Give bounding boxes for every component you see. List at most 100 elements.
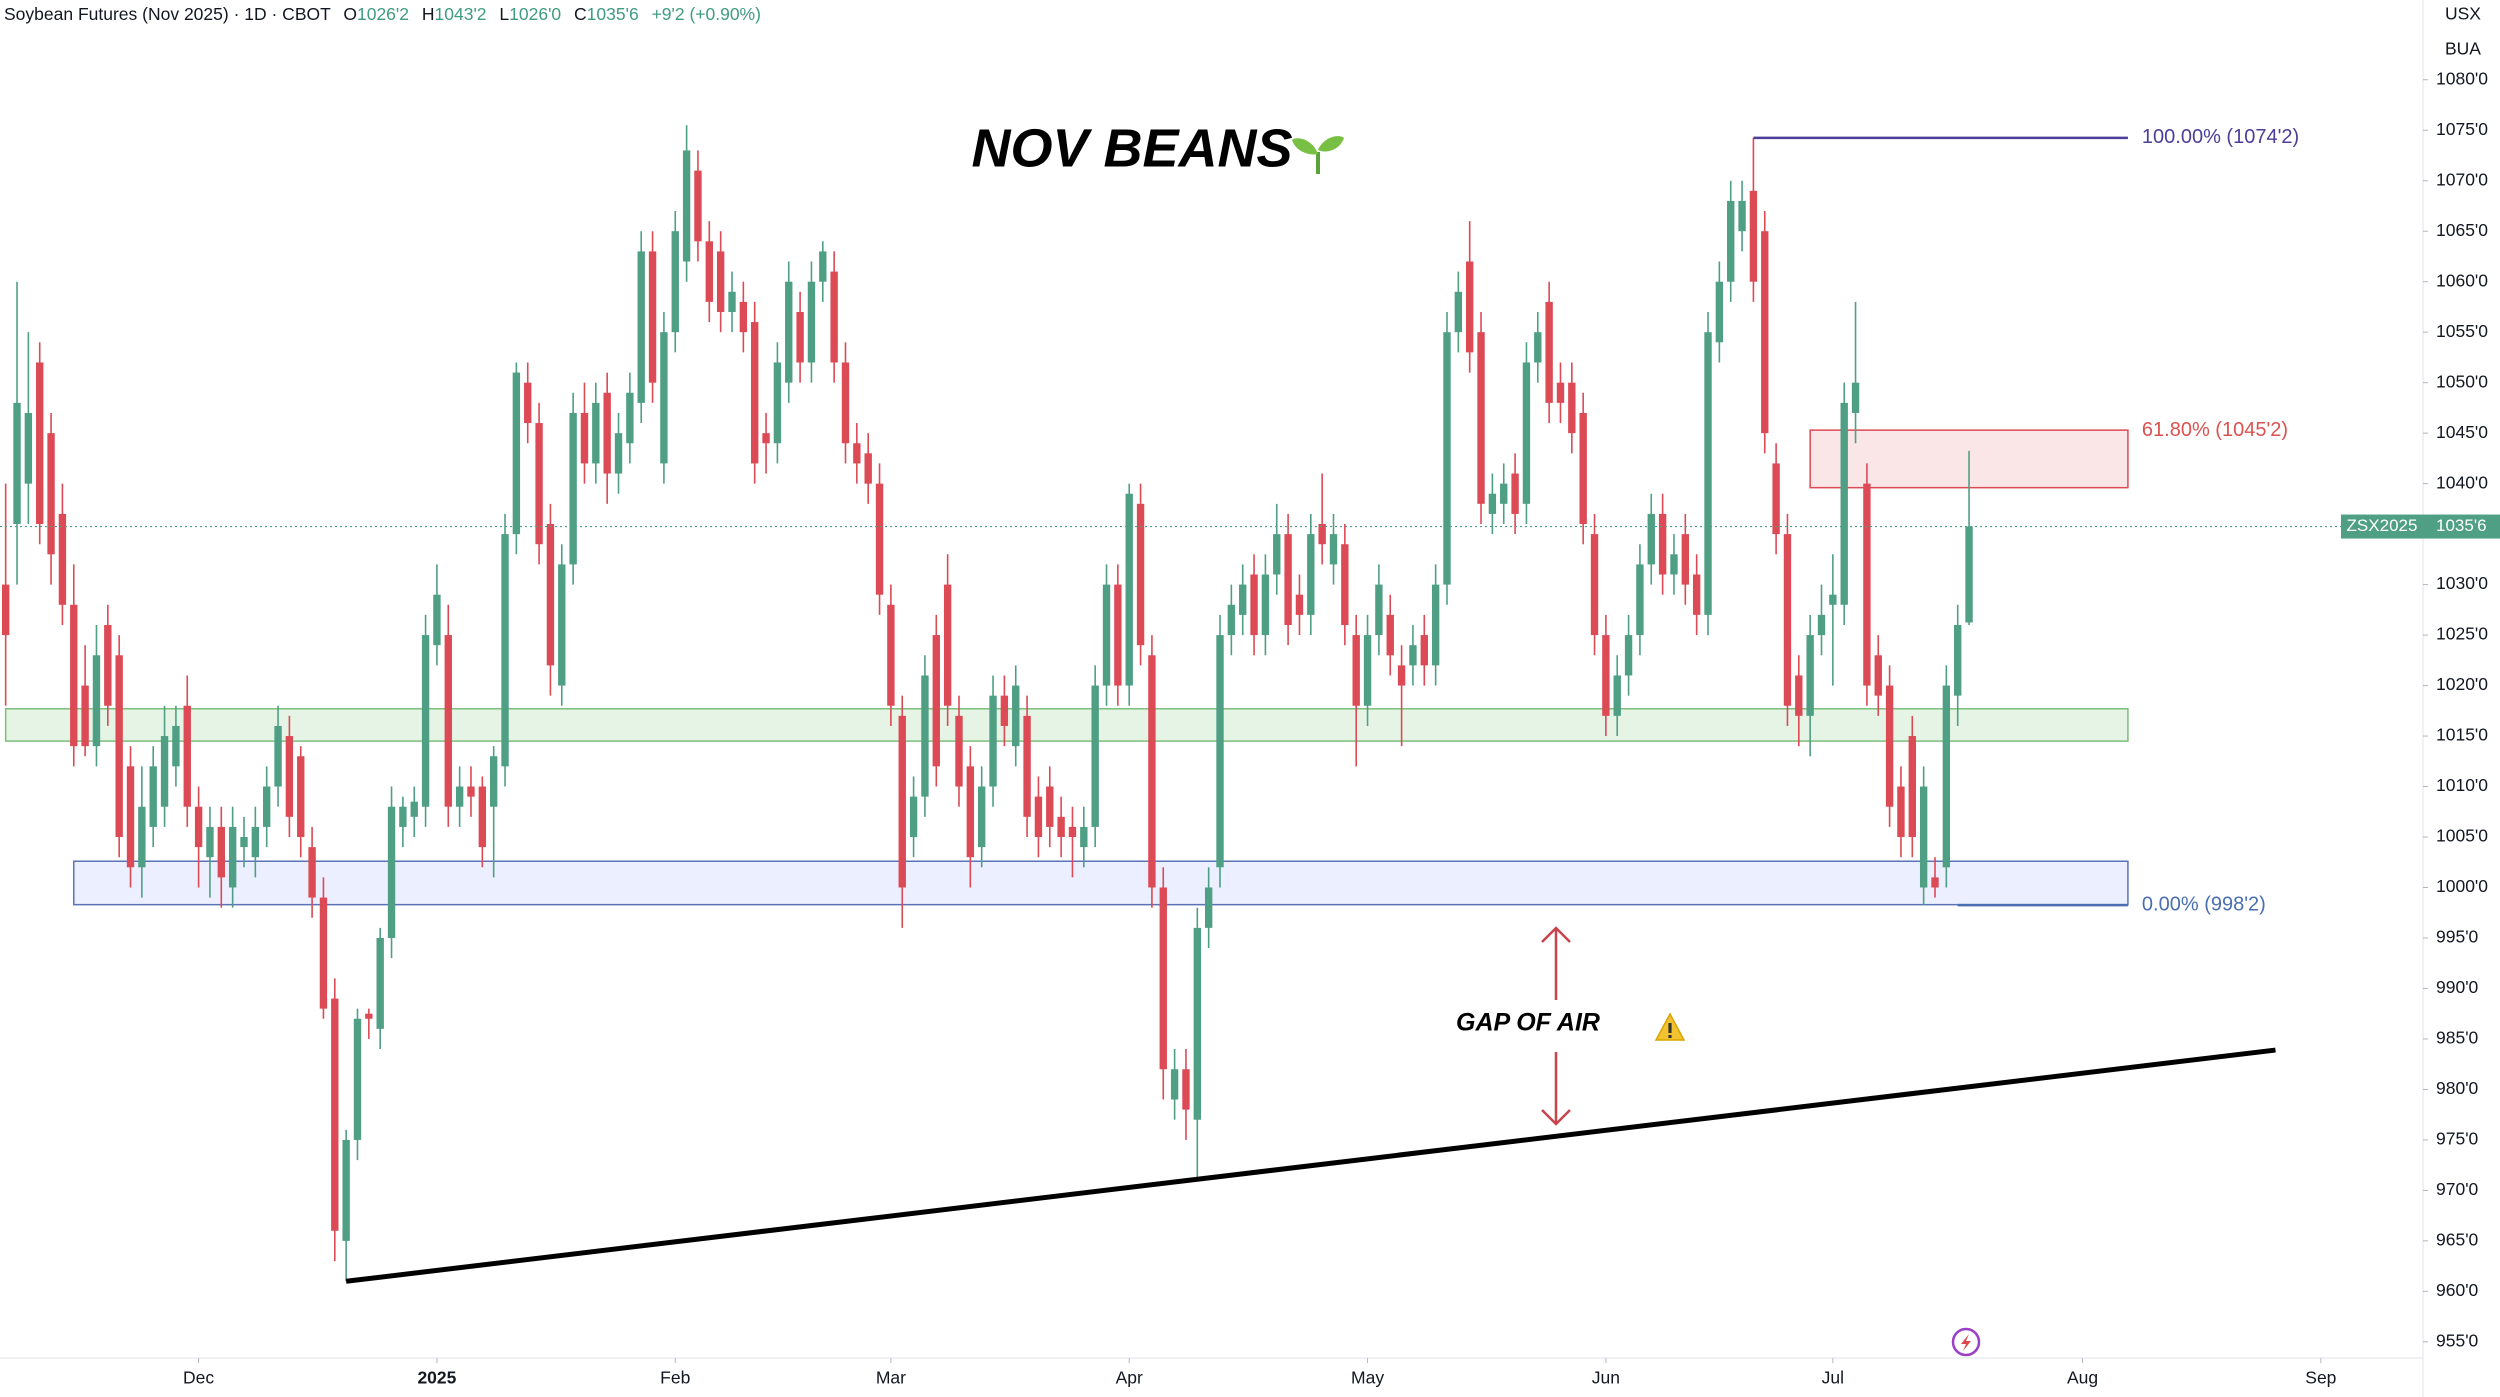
candle-body <box>1034 796 1043 838</box>
candle-body <box>138 806 146 868</box>
x-tick-label: Jun <box>1592 1368 1620 1388</box>
candle-body <box>1636 564 1644 636</box>
candle-body <box>569 412 577 565</box>
candle-body <box>1023 715 1031 817</box>
candle-body <box>1602 635 1610 716</box>
candle-body <box>1159 887 1167 1070</box>
candle-body <box>1284 534 1292 625</box>
candle-body <box>1931 877 1939 888</box>
x-tick-label: Jul <box>1822 1368 1844 1388</box>
candle-body <box>535 423 543 545</box>
o-value: 1026'2 <box>357 4 409 24</box>
candle-body <box>1704 332 1712 615</box>
candle-body <box>1817 614 1826 636</box>
c-value: 1035'6 <box>587 4 639 24</box>
l-label: L <box>499 4 509 24</box>
candle-body <box>989 695 997 787</box>
candle-body <box>1761 231 1769 434</box>
candle-body <box>489 756 498 807</box>
y-tick-label: 975'0 <box>2436 1129 2479 1149</box>
candle-body <box>1783 534 1792 706</box>
y-tick-label: 1020'0 <box>2436 674 2488 694</box>
candle-body <box>1965 526 1973 623</box>
candle-body <box>1749 190 1758 282</box>
candle-body <box>172 725 180 767</box>
candle-body <box>1148 655 1156 888</box>
candle-body <box>1182 1069 1190 1110</box>
price-tag-label: 1035'6 <box>2436 516 2487 535</box>
y-tick-label: 980'0 <box>2436 1078 2479 1098</box>
candle-body <box>921 675 929 797</box>
y-tick-label: 1080'0 <box>2436 68 2488 88</box>
candle-body <box>1466 261 1474 353</box>
y-tick-label: 1055'0 <box>2436 321 2488 341</box>
candle-body <box>1488 493 1497 514</box>
candle-body <box>546 524 555 666</box>
candle-body <box>1341 544 1349 625</box>
candle-body <box>1885 685 1894 807</box>
candle-body <box>149 766 157 827</box>
candle-body <box>728 291 736 312</box>
candle-body <box>614 433 623 474</box>
zone <box>73 860 2129 906</box>
candle-body <box>36 362 44 525</box>
candle-body <box>1477 332 1485 504</box>
candle-body <box>376 937 384 1029</box>
y-tick-label: 1040'0 <box>2436 472 2488 492</box>
c-label: C <box>574 4 587 24</box>
candle-body <box>864 453 872 484</box>
candle-body <box>319 897 328 1009</box>
y-tick-label: 970'0 <box>2436 1179 2479 1199</box>
candle-body <box>1840 402 1848 605</box>
candle-body <box>796 311 804 363</box>
candle-body <box>1250 574 1258 636</box>
x-tick-label: Apr <box>1116 1368 1143 1388</box>
candle-body <box>1261 574 1270 636</box>
candle-body <box>399 806 407 827</box>
candle-body <box>524 382 532 424</box>
candle-body <box>1329 534 1338 565</box>
y-tick-label: 1015'0 <box>2436 725 2488 745</box>
candle-body <box>1613 675 1621 716</box>
candle-body <box>1386 614 1394 656</box>
candle-body <box>297 756 305 838</box>
annotation: GAP OF AIR <box>1456 1009 1600 1037</box>
candle-body <box>217 826 225 878</box>
candle-body <box>1727 200 1735 282</box>
y-tick-label: 960'0 <box>2436 1280 2479 1300</box>
candle-body <box>1772 463 1780 535</box>
candle-body <box>342 1139 350 1241</box>
x-tick-label: Aug <box>2067 1368 2098 1388</box>
candle-body <box>1227 604 1236 636</box>
y-tick-label: 1000'0 <box>2436 876 2488 896</box>
x-tick-label: May <box>1351 1368 1384 1388</box>
candle-body <box>1908 736 1916 838</box>
candle-body <box>1091 685 1099 827</box>
y-tick-label: 995'0 <box>2436 927 2479 947</box>
unit: BUA <box>2445 39 2481 59</box>
candle-body <box>1216 635 1224 868</box>
candle-body <box>206 826 214 858</box>
candle-body <box>648 251 657 383</box>
candle-body <box>478 786 487 848</box>
candle-body <box>558 564 566 686</box>
sprout-icon <box>1292 136 1344 174</box>
trendline <box>345 1047 2276 1284</box>
candle-body <box>240 837 248 848</box>
candle-body <box>308 847 316 898</box>
candle-body <box>455 786 464 807</box>
candle-body <box>1897 786 1905 838</box>
candle-body <box>228 826 237 888</box>
candle-body <box>1295 594 1304 615</box>
candle-body <box>444 635 452 807</box>
candle-body <box>739 301 748 333</box>
candle-body <box>70 604 78 747</box>
candle-body <box>104 624 112 706</box>
candle-body <box>1738 200 1746 232</box>
y-tick-label: 985'0 <box>2436 1028 2479 1048</box>
candle-body <box>966 766 975 858</box>
candle-body <box>626 392 634 444</box>
